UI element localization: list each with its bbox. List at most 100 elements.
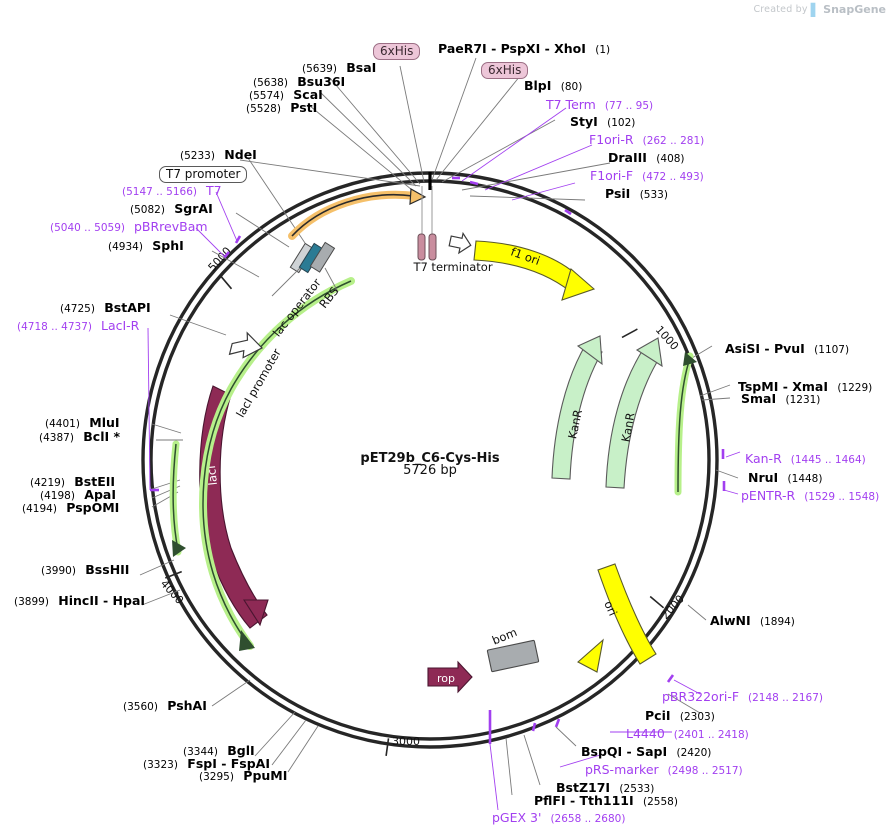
feature-name: F1ori-F xyxy=(590,168,634,183)
watermark-brand: SnapGene xyxy=(823,3,886,16)
enzyme-position: (3560) xyxy=(123,701,158,713)
enzyme-name: MluI xyxy=(89,415,120,430)
label-bcli: (4387) BclI * xyxy=(39,429,121,444)
feature-range: (77 .. 95) xyxy=(604,100,654,112)
feature-range: (2401 .. 2418) xyxy=(673,729,749,741)
enzyme-position: (2558) xyxy=(643,796,678,808)
feature-name: pENTR-R xyxy=(741,488,796,503)
enzyme-position: (408) xyxy=(656,153,685,165)
svg-text:5000: 5000 xyxy=(206,245,234,275)
enzyme-name: BlpI xyxy=(524,78,552,93)
boxed-label-6xhis-2: 6xHis xyxy=(481,61,529,79)
label-tspmi-xmai: TspMI - XmaI (1229) xyxy=(738,379,873,394)
enzyme-position: (5528) xyxy=(246,103,281,115)
svg-text:ori: ori xyxy=(601,599,620,618)
enzyme-name: BclI * xyxy=(83,429,121,444)
feature-name: pBRrevBam xyxy=(133,219,208,234)
enzyme-position: (4387) xyxy=(39,432,74,444)
enzyme-name: ScaI xyxy=(293,87,323,102)
enzyme-name: NruI xyxy=(748,470,779,485)
label-psti: (5528) PstI xyxy=(246,101,317,115)
boxed-label-text: T7 promoter xyxy=(159,166,248,183)
watermark-prefix: Created by xyxy=(753,4,808,15)
label-fspi-fspai: (3323) FspI - FspAI xyxy=(143,757,270,771)
enzyme-name: NdeI xyxy=(224,147,257,162)
label-mlui: (4401) MluI xyxy=(45,415,120,430)
enzyme-name: TspMI - XmaI xyxy=(738,379,828,394)
enzyme-name: SphI xyxy=(152,238,184,253)
feature-range: (472 .. 493) xyxy=(642,171,704,183)
feature-range: (2148 .. 2167) xyxy=(748,692,823,704)
label-pshai: (3560) PshAI xyxy=(123,699,207,713)
enzyme-name: BstAPI xyxy=(104,300,151,315)
label-pbrrevbam: (5040 .. 5059) pBRrevBam xyxy=(50,219,208,234)
enzyme-position: (4725) xyxy=(60,303,95,315)
leader-lines xyxy=(139,57,741,811)
boxed-label-text: 6xHis xyxy=(373,43,421,60)
label-bgli: (3344) BglI xyxy=(183,744,255,758)
enzyme-name: ApaI xyxy=(84,487,116,502)
feature-kanr-promoter-line xyxy=(674,352,697,496)
label-asisi-pvui: AsiSI - PvuI (1107) xyxy=(725,342,850,356)
feature-f1-ori: f1 ori xyxy=(473,240,596,301)
enzyme-position: (3899) xyxy=(14,596,49,608)
enzyme-position: (4194) xyxy=(22,503,57,515)
label-sphi: (4934) SphI xyxy=(108,238,184,253)
enzyme-name: PspOMI xyxy=(66,500,120,515)
enzyme-position: (5574) xyxy=(249,90,284,102)
enzyme-position: (3990) xyxy=(41,565,76,577)
feature-range: (4718 .. 4737) xyxy=(17,321,92,333)
enzyme-position: (5233) xyxy=(180,150,215,162)
feature-name: Kan-R xyxy=(745,451,782,466)
enzyme-name: AlwNI xyxy=(710,613,751,628)
enzyme-name: SmaI xyxy=(741,391,777,406)
enzyme-name: PpuMI xyxy=(243,768,288,783)
boxed-label-6xhis-1: 6xHis xyxy=(373,42,421,60)
enzyme-position: (4219) xyxy=(30,477,65,489)
label-bstz17i: BstZ17I (2533) xyxy=(556,781,654,795)
label-f1ori-r: F1ori-R (262 .. 281) xyxy=(589,133,704,147)
label-l4440: L4440 (2401 .. 2418) xyxy=(626,726,749,741)
feature-kanr-2: KanR xyxy=(605,337,663,489)
plasmid-size: 5726 bp xyxy=(403,463,457,478)
enzyme-position: (2303) xyxy=(679,711,715,723)
label-blpi: BlpI (80) xyxy=(524,78,582,93)
enzyme-position: (102) xyxy=(607,117,636,129)
label-bsu36i: (5638) Bsu36I xyxy=(253,75,345,89)
label-paer7i-pspxi-xhoi: PaeR7I - PspXI - XhoI (1) xyxy=(438,42,611,56)
feature-name: T7 Term xyxy=(546,97,596,112)
label-bspqi-sapi: BspQI - SapI (2420) xyxy=(581,744,711,759)
label-alwni: AlwNI (1894) xyxy=(710,613,795,628)
feature-name: LacI-R xyxy=(100,318,140,333)
feature-name: T7 xyxy=(205,183,222,198)
feature-name: L4440 xyxy=(626,726,665,741)
svg-text:lacI promoter: lacI promoter xyxy=(233,346,284,420)
label-laci-r: (4718 .. 4737) LacI-R xyxy=(17,318,140,333)
enzyme-position: (3295) xyxy=(199,771,234,783)
tick-marks xyxy=(165,274,665,757)
enzyme-position: (1) xyxy=(595,44,611,56)
label-scai: (5574) ScaI xyxy=(249,87,323,102)
feature-t7-terminator xyxy=(417,231,472,261)
enzyme-position: (1229) xyxy=(837,382,873,394)
plasmid-name: pET29b_C6-Cys-His xyxy=(360,451,500,466)
enzyme-position: (1107) xyxy=(814,344,850,356)
feature-range: (1529 .. 1548) xyxy=(804,491,880,503)
feature-name: pBR322ori-F xyxy=(662,689,740,704)
snapgene-watermark: Created by ▌ SnapGene xyxy=(753,3,886,16)
svg-text:lac operator: lac operator xyxy=(270,276,324,340)
svg-text:KanR: KanR xyxy=(619,411,638,443)
feature-t7-promoter-arrow xyxy=(288,188,427,240)
label-pspomi: (4194) PspOMI xyxy=(22,500,120,515)
enzyme-name: BspQI - SapI xyxy=(581,744,668,759)
feature-range: (5040 .. 5059) xyxy=(50,222,125,234)
enzyme-position: (5639) xyxy=(302,63,337,75)
enzyme-position: (1448) xyxy=(787,473,823,485)
feature-laci: lacI xyxy=(199,385,269,629)
label-f1ori-f: F1ori-F (472 .. 493) xyxy=(590,168,704,183)
label-pbr322ori-f: pBR322ori-F (2148 .. 2167) xyxy=(662,689,823,704)
label-pcii: PciI (2303) xyxy=(645,709,715,723)
feature-kanr-1: KanR xyxy=(551,335,603,480)
enzyme-position: (5638) xyxy=(253,77,288,89)
